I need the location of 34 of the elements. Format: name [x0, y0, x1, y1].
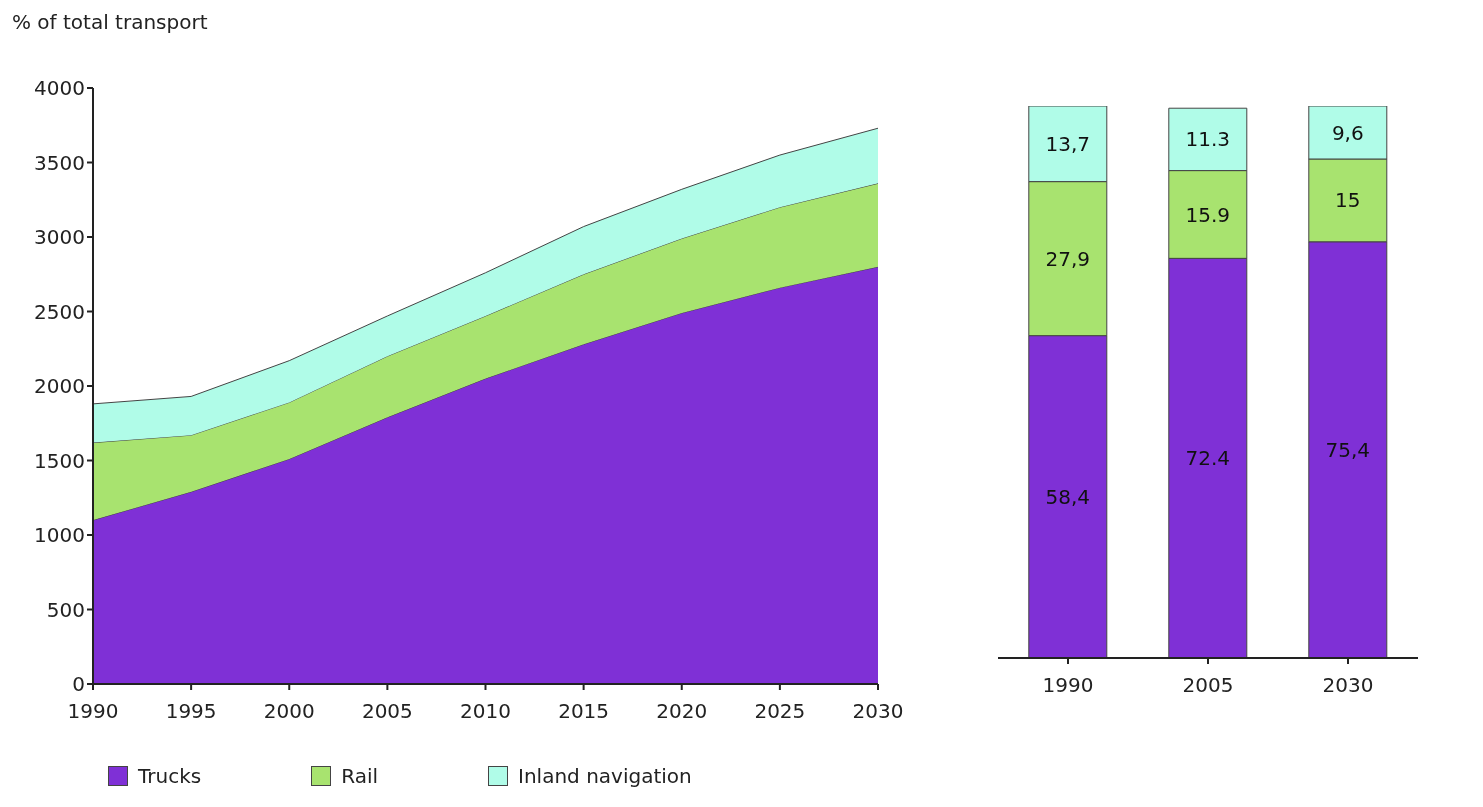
x-tick-label: 2005 [361, 699, 413, 724]
y-tick-label: 2000 [34, 374, 85, 399]
data-label: 75,4 [1325, 438, 1371, 462]
x-tick-label: 2005 [1182, 673, 1234, 698]
x-tick-label: 2000 [263, 699, 315, 724]
x-tick-label: 1990 [1042, 673, 1094, 698]
x-tick-label: 1995 [165, 699, 217, 724]
x-tick-label: 1990 [67, 699, 119, 724]
data-label: 72.4 [1185, 446, 1231, 471]
y-tick-label: 1500 [34, 448, 85, 473]
data-label: 9,6 [1331, 120, 1364, 145]
x-tick-label: 2020 [656, 699, 708, 724]
data-label: 15.9 [1185, 202, 1231, 227]
x-tick-label: 2025 [754, 699, 806, 724]
legend-label: Rail [341, 764, 379, 788]
data-label: 13,7 [1045, 131, 1091, 156]
x-tick-label: 2015 [558, 699, 610, 724]
x-tick-label: 2010 [460, 699, 511, 724]
legend-label: Inland navigation [518, 764, 692, 788]
y-tick-label: 1000 [34, 523, 85, 548]
y-tick-label: 0 [72, 672, 85, 697]
data-label: 58,4 [1045, 484, 1091, 509]
legend-label: Trucks [138, 764, 202, 788]
y-tick-label: 4000 [34, 76, 85, 101]
data-label: 15 [1335, 188, 1361, 213]
y-tick-label: 3500 [34, 150, 85, 175]
y-axis-title: % of total transport [12, 10, 208, 34]
y-tick-label: 2500 [34, 299, 85, 324]
data-label: 27,9 [1045, 246, 1091, 271]
x-tick-label: 2030 [852, 699, 904, 724]
y-tick-label: 3000 [34, 225, 85, 250]
y-tick-label: 500 [46, 597, 85, 622]
x-tick-label: 2030 [1322, 673, 1374, 698]
data-label: 11.3 [1185, 127, 1231, 152]
